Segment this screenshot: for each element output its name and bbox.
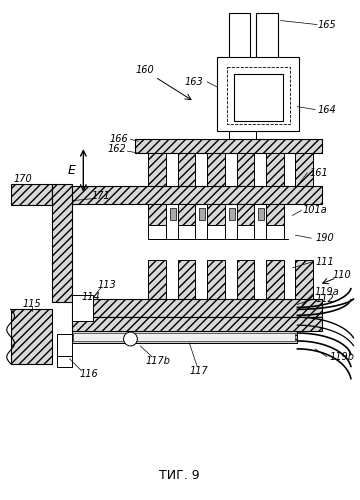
Bar (237, 226, 254, 239)
Bar (170, 208, 176, 220)
Bar (258, 208, 264, 220)
Bar (296, 260, 313, 302)
Bar (199, 208, 205, 220)
Text: 115: 115 (23, 300, 42, 310)
Bar (266, 204, 284, 226)
Bar (72, 300, 322, 317)
Text: E: E (68, 164, 76, 177)
Text: 190: 190 (316, 233, 334, 243)
Bar (234, 74, 283, 122)
Bar (72, 296, 93, 321)
Bar (52, 184, 72, 302)
Bar (72, 317, 322, 331)
Bar (73, 298, 91, 319)
Text: ΤИГ. 9: ΤИГ. 9 (159, 469, 200, 482)
Text: 112: 112 (316, 294, 334, 304)
Bar (237, 153, 254, 194)
Text: 119a: 119a (315, 286, 339, 296)
Text: 110: 110 (332, 270, 351, 280)
Bar (52, 186, 322, 204)
Bar (217, 57, 300, 132)
Circle shape (123, 332, 137, 346)
Text: 171: 171 (91, 190, 111, 200)
Text: 161: 161 (310, 168, 328, 178)
Bar (148, 260, 166, 302)
Bar (73, 333, 296, 341)
Bar (148, 204, 166, 226)
Bar (237, 260, 254, 302)
Text: 119b: 119b (329, 352, 354, 362)
Bar (266, 153, 284, 194)
Bar (207, 226, 225, 239)
Bar (266, 260, 284, 302)
Text: 164: 164 (318, 104, 336, 115)
Bar (237, 204, 254, 226)
Bar (256, 12, 278, 92)
Text: 170: 170 (13, 174, 32, 184)
Bar (229, 12, 250, 92)
Bar (57, 334, 72, 356)
Bar (18, 186, 53, 204)
Bar (207, 153, 225, 194)
Text: 117: 117 (190, 366, 208, 376)
Bar (177, 260, 195, 302)
Bar (11, 184, 52, 206)
Bar (177, 226, 195, 239)
Bar (11, 310, 52, 364)
Bar (72, 331, 297, 343)
Text: 114: 114 (82, 292, 100, 302)
Bar (207, 204, 225, 226)
Bar (148, 226, 166, 239)
Text: 113: 113 (98, 280, 116, 289)
Bar (229, 208, 235, 220)
Text: 162: 162 (107, 144, 126, 154)
Text: 111: 111 (316, 257, 334, 267)
Bar (207, 260, 225, 302)
Bar (296, 153, 313, 194)
Bar (148, 153, 166, 194)
Bar (266, 226, 284, 239)
Text: 101a: 101a (303, 206, 328, 216)
Bar (227, 67, 289, 124)
Text: 117b: 117b (145, 356, 170, 366)
Text: 116: 116 (80, 368, 99, 378)
Text: 165: 165 (318, 20, 336, 30)
Text: 160: 160 (136, 65, 154, 75)
Text: 163: 163 (185, 77, 204, 87)
Bar (135, 139, 322, 153)
Bar (177, 204, 195, 226)
Bar (177, 153, 195, 194)
Text: 166: 166 (109, 134, 128, 144)
